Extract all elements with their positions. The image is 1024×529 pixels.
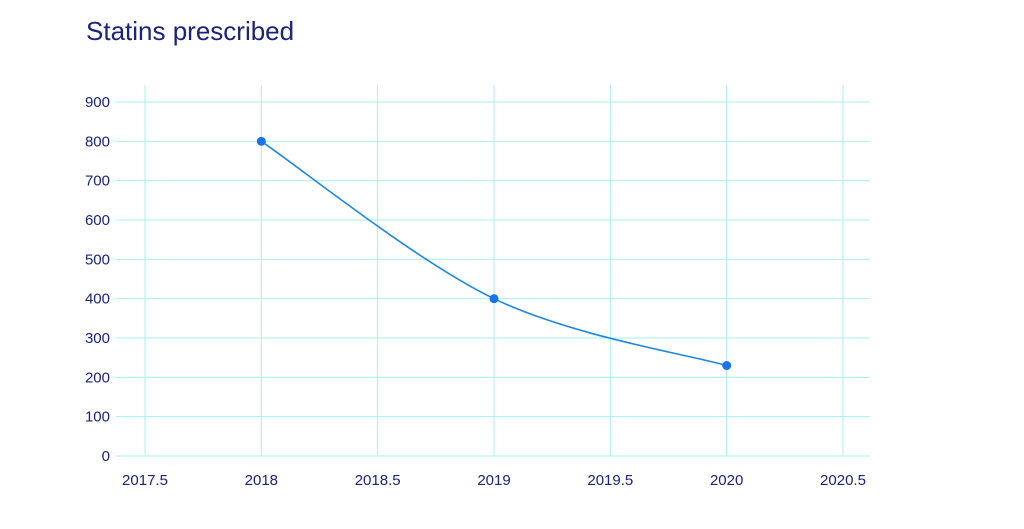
data-point [256, 136, 266, 146]
x-tick-label: 2020.5 [820, 472, 866, 489]
x-tick-label: 2017.5 [122, 472, 168, 489]
data-point [489, 294, 499, 304]
x-tick-label: 2018 [245, 472, 278, 489]
y-tick-label: 300 [85, 330, 110, 347]
y-axis-ticks: 0 100 200 300 400 500 600 700 800 900 [85, 94, 110, 465]
series-layer [256, 136, 732, 371]
y-tick-label: 400 [85, 291, 110, 308]
x-tick-label: 2019 [477, 472, 510, 489]
y-tick-label: 200 [85, 369, 110, 386]
data-point [722, 361, 732, 371]
y-tick-label: 500 [85, 251, 110, 268]
x-tick-label: 2020 [710, 472, 743, 489]
y-tick-label: 0 [102, 448, 110, 465]
x-tick-label: 2018.5 [355, 472, 401, 489]
y-tick-label: 800 [85, 133, 110, 150]
y-tick-label: 900 [85, 94, 110, 111]
chart-title: Statins prescribed [86, 16, 295, 46]
y-tick-label: 100 [85, 409, 110, 426]
x-axis-ticks: 2017.5 2018 2018.5 2019 2019.5 2020 2020.5 [122, 472, 866, 489]
x-tick-label: 2019.5 [587, 472, 633, 489]
y-tick-label: 700 [85, 173, 110, 190]
grid [116, 85, 870, 457]
y-tick-label: 600 [85, 212, 110, 229]
